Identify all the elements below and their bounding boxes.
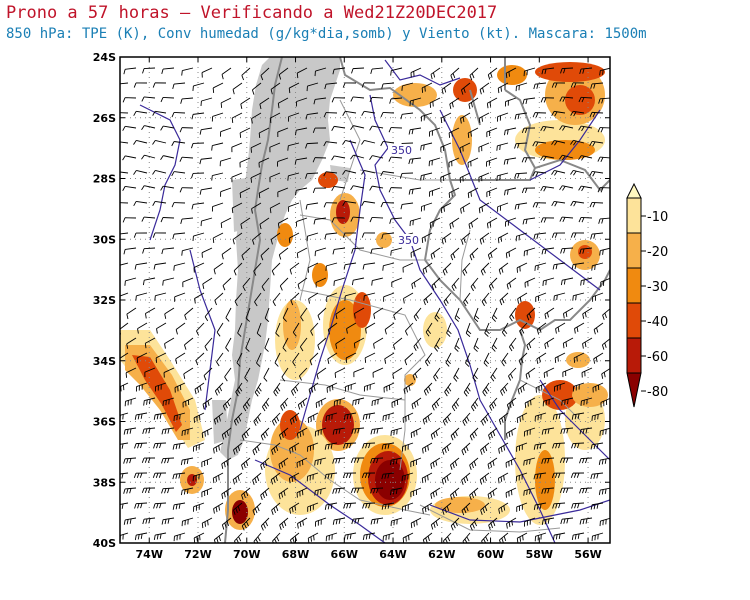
- colorbar-label: -40: [647, 315, 668, 330]
- colorbar-swatch: [626, 302, 642, 339]
- lat-tick-label: 24S: [93, 51, 116, 64]
- lon-tick-label: 74W: [136, 548, 163, 561]
- colorbar-label: -10: [647, 210, 668, 225]
- lat-tick-label: 28S: [93, 173, 116, 186]
- lon-tick-label: 60W: [477, 548, 504, 561]
- lon-tick-label: 68W: [282, 548, 309, 561]
- tpe-contour-label: 350: [391, 144, 412, 157]
- map-subtitle: 850 hPa: TPE (K), Conv humedad (g/kg*dia…: [6, 26, 647, 42]
- lat-tick-label: 36S: [93, 416, 116, 429]
- terrain-mask-west: [232, 178, 250, 232]
- lat-tick-label: 30S: [93, 233, 116, 246]
- lon-tick-label: 70W: [233, 548, 260, 561]
- terrain-mask: [220, 57, 340, 460]
- colorbar-swatch: [626, 372, 642, 408]
- colorbar-label: -20: [647, 245, 668, 260]
- lat-tick-label: 40S: [93, 537, 116, 550]
- colorbar-label: -30: [647, 280, 668, 295]
- colorbar-swatch: [626, 182, 642, 199]
- wind-barbs: [120, 67, 610, 543]
- colorbar: -10 -20 -30 -40 -60 -80: [626, 182, 668, 408]
- lat-tick-label: 34S: [93, 355, 116, 368]
- lon-tick-label: 64W: [379, 548, 406, 561]
- lon-tick-label: 72W: [184, 548, 211, 561]
- lat-tick-label: 32S: [93, 294, 116, 307]
- lat-tick-label: 38S: [93, 476, 116, 489]
- colorbar-swatch: [626, 232, 642, 269]
- colorbar-swatch: [626, 197, 642, 234]
- lon-tick-label: 66W: [331, 548, 358, 561]
- lat-tick-label: 26S: [93, 112, 116, 125]
- moisture-convergence-shading: [120, 62, 608, 530]
- lon-tick-label: 58W: [526, 548, 553, 561]
- colorbar-swatch: [626, 267, 642, 304]
- tpe-contour-label: 350: [398, 234, 419, 247]
- map-title: Prono a 57 horas — Verificando a Wed21Z2…: [6, 3, 498, 23]
- map-axes: 24S 26S 28S 30S 32S 34S 36S 38S 40S 74W 72W 70W 68W 6…: [93, 51, 610, 561]
- colorbar-swatch: [626, 337, 642, 374]
- lon-tick-label: 56W: [574, 548, 601, 561]
- colorbar-label: -80: [647, 385, 668, 400]
- lon-tick-label: 62W: [428, 548, 455, 561]
- colorbar-label: -60: [647, 350, 668, 365]
